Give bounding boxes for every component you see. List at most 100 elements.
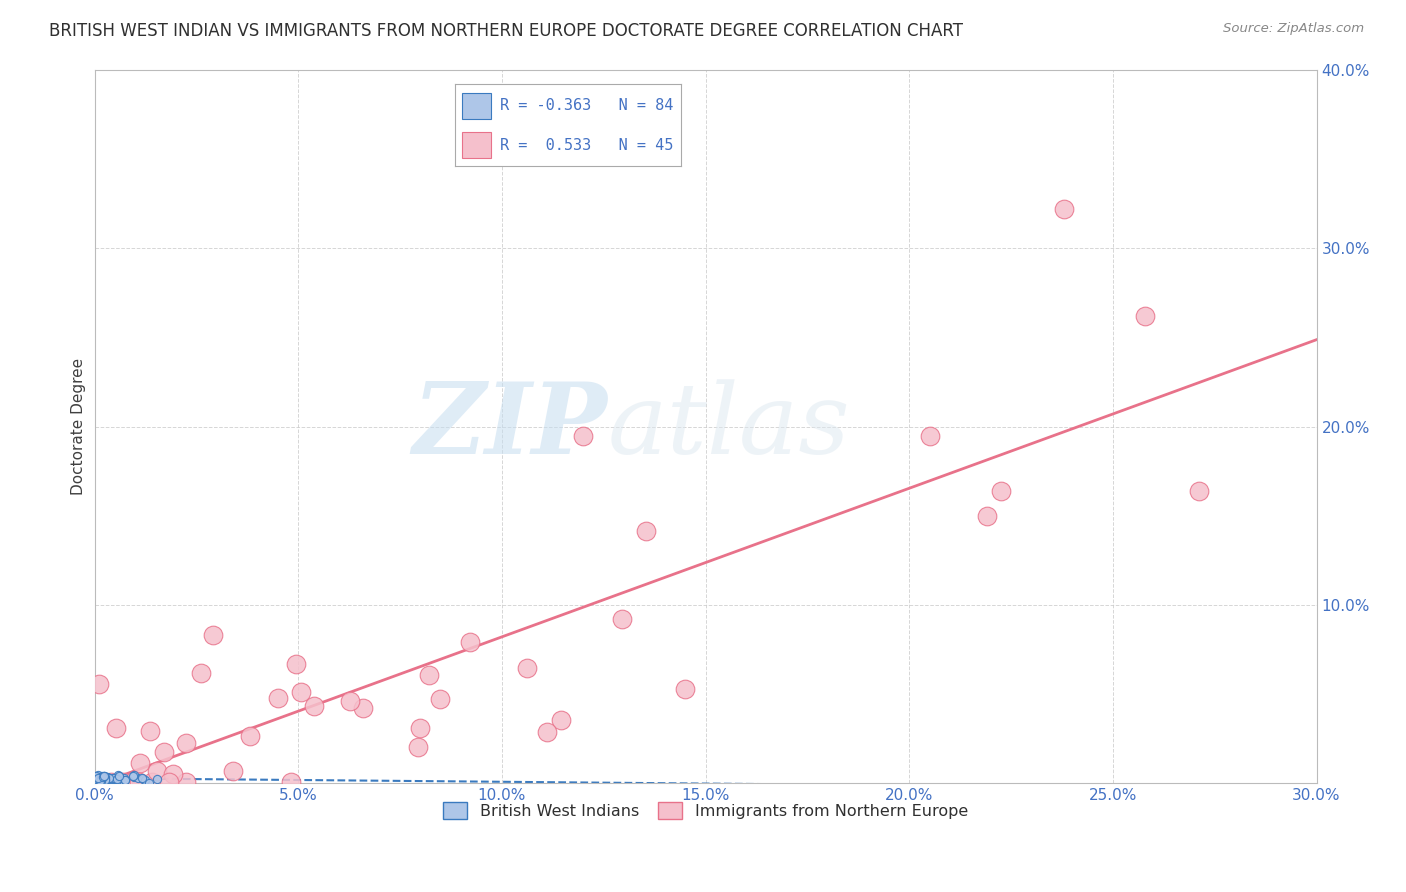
Legend: British West Indians, Immigrants from Northern Europe: British West Indians, Immigrants from No…	[437, 795, 974, 825]
Point	[122, 768, 145, 782]
Point	[90, 770, 112, 784]
Point	[87, 772, 110, 786]
Point	[90, 772, 112, 786]
Point	[91, 769, 114, 783]
Point	[103, 771, 125, 785]
Point	[572, 428, 595, 442]
Point	[97, 772, 120, 786]
Point	[87, 771, 110, 785]
Text: BRITISH WEST INDIAN VS IMMIGRANTS FROM NORTHERN EUROPE DOCTORATE DEGREE CORRELAT: BRITISH WEST INDIAN VS IMMIGRANTS FROM N…	[49, 22, 963, 40]
Point	[96, 770, 118, 784]
Point	[138, 775, 160, 789]
Point	[267, 691, 290, 706]
Point	[101, 771, 124, 785]
Point	[103, 772, 125, 786]
Point	[157, 774, 180, 789]
Point	[134, 773, 156, 788]
Point	[128, 774, 150, 789]
Point	[536, 725, 558, 739]
Point	[673, 681, 696, 696]
Point	[96, 772, 118, 786]
Point	[93, 770, 115, 784]
Point	[418, 668, 440, 682]
Point	[98, 771, 121, 785]
Point	[91, 772, 114, 786]
Point	[86, 773, 108, 788]
Point	[202, 628, 225, 642]
Point	[100, 774, 122, 789]
Point	[105, 772, 128, 787]
Point	[87, 677, 110, 691]
Point	[104, 772, 127, 787]
Point	[93, 770, 115, 784]
Point	[94, 772, 117, 787]
Point	[89, 770, 111, 784]
Point	[87, 772, 110, 787]
Point	[104, 771, 127, 785]
Point	[108, 768, 131, 782]
Text: Source: ZipAtlas.com: Source: ZipAtlas.com	[1223, 22, 1364, 36]
Point	[976, 509, 998, 524]
Point	[94, 770, 117, 784]
Point	[114, 772, 136, 787]
Point	[239, 729, 262, 743]
Point	[93, 771, 115, 785]
Point	[107, 768, 129, 782]
Point	[93, 772, 115, 787]
Point	[127, 771, 149, 785]
Point	[112, 772, 135, 786]
Point	[86, 772, 108, 786]
Point	[122, 769, 145, 783]
Point	[100, 772, 122, 786]
Point	[101, 773, 124, 788]
Point	[1188, 484, 1211, 499]
Point	[290, 685, 312, 699]
Point	[112, 774, 135, 789]
Point	[105, 772, 128, 786]
Point	[131, 772, 153, 786]
Point	[89, 772, 111, 786]
Point	[162, 767, 184, 781]
Point	[86, 770, 108, 784]
Point	[110, 773, 132, 788]
Point	[84, 772, 107, 787]
Point	[610, 612, 633, 626]
Point	[108, 769, 131, 783]
Point	[96, 772, 118, 787]
Point	[101, 772, 124, 787]
Point	[91, 772, 114, 787]
Point	[121, 774, 143, 789]
Point	[84, 769, 107, 783]
Point	[145, 772, 167, 786]
Point	[93, 768, 115, 782]
Point	[94, 771, 117, 785]
Point	[89, 771, 111, 785]
Point	[98, 772, 121, 786]
Point	[93, 769, 115, 783]
Point	[93, 771, 115, 785]
Point	[146, 764, 169, 778]
Point	[90, 771, 112, 785]
Point	[94, 773, 117, 788]
Point	[153, 745, 176, 759]
Point	[94, 772, 117, 786]
Point	[114, 772, 136, 787]
Point	[918, 428, 941, 442]
Point	[284, 657, 307, 672]
Point	[90, 773, 112, 788]
Point	[190, 666, 212, 681]
Point	[138, 723, 160, 738]
Point	[84, 774, 107, 789]
Point	[94, 771, 117, 785]
Point	[96, 772, 118, 786]
Point	[86, 772, 108, 786]
Y-axis label: Doctorate Degree: Doctorate Degree	[72, 359, 86, 495]
Point	[516, 661, 538, 675]
Point	[990, 484, 1012, 499]
Point	[636, 524, 658, 538]
Point	[83, 771, 105, 785]
Point	[141, 774, 163, 789]
Point	[89, 774, 111, 789]
Point	[550, 713, 572, 727]
Point	[91, 770, 114, 784]
